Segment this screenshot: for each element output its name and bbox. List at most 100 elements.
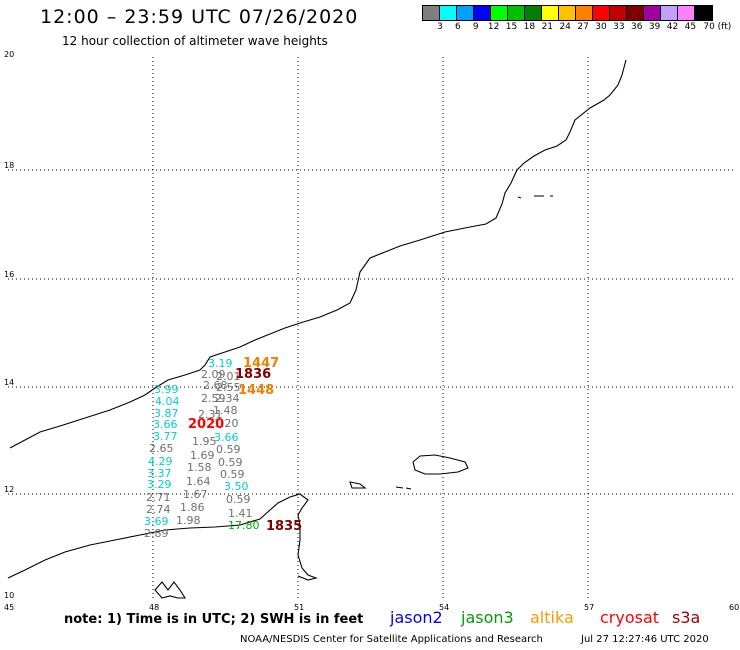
wave-height-label: 3.77 [153, 430, 178, 443]
color-legend-labels: 3 6 9 12 15 18 21 24 27 30 33 36 39 42 45 70 (ft) [422, 22, 737, 32]
legend-label: 3 [437, 22, 443, 32]
wave-height-label: 1.69 [190, 449, 215, 462]
coastline-islands-north [517, 195, 553, 199]
wave-height-label: 0.59 [226, 493, 251, 506]
wave-height-label: 1.20 [214, 417, 239, 430]
legend-label: 36 [631, 22, 643, 32]
wave-height-label: 1.98 [176, 514, 201, 527]
pass-time-label: 2020 [188, 417, 224, 432]
wave-height-label: 3.87 [154, 407, 179, 420]
latitude-label: 18 [4, 161, 14, 170]
coastline-djibouti-gulf [154, 581, 186, 599]
legend-swatch [661, 6, 678, 20]
legend-swatch [457, 6, 474, 20]
legend-swatch [559, 6, 576, 20]
latitude-label: 12 [4, 485, 14, 494]
satellite-jason2: jason2 [390, 608, 443, 627]
pass-time-label: 1448 [238, 383, 274, 398]
legend-label: 70 (ft) [703, 22, 732, 32]
coastline-abd-al-kuri [349, 481, 367, 489]
wave-height-label: 2.34 [215, 392, 240, 405]
wave-height-label: 0.59 [216, 443, 241, 456]
legend-label: 27 [577, 22, 589, 32]
wave-height-label: 2.71 [146, 491, 171, 504]
wave-height-label: 2.65 [149, 442, 174, 455]
legend-swatch [423, 6, 440, 20]
wave-height-label: 1.58 [187, 461, 212, 474]
longitude-label: 57 [584, 603, 594, 612]
wave-height-label: 4.29 [148, 455, 173, 468]
legend-label: 9 [472, 22, 479, 32]
longitude-label: 54 [439, 603, 449, 612]
latitude-label: 10 [4, 591, 14, 600]
wave-height-label: 3.66 [214, 431, 239, 444]
legend-swatch [576, 6, 593, 20]
wave-height-label: 0.59 [218, 456, 243, 469]
legend-label: 39 [648, 22, 661, 32]
wave-height-label: 2.55 [216, 381, 241, 394]
wave-height-label: 1.64 [186, 475, 211, 488]
satellite-s3a: s3a [672, 608, 701, 627]
observation-labels: 3.192.092.012.682.552.592.341.482.311.20… [144, 356, 302, 540]
coastline-socotra [412, 454, 469, 475]
legend-label: 15 [505, 22, 518, 32]
wave-height-label: 0.59 [220, 468, 245, 481]
legend-swatch [542, 6, 559, 20]
wave-height-label: 1.41 [228, 507, 253, 520]
legend-swatch [593, 6, 610, 20]
pass-time-label: 1836 [235, 367, 271, 382]
satellite-cryosat: cryosat [600, 608, 660, 627]
legend-swatch [644, 6, 661, 20]
wave-height-label: 2.31 [198, 408, 223, 421]
wave-height-label: 2.68 [203, 379, 228, 392]
wave-height-label: 1.67 [183, 488, 208, 501]
wave-height-label: 17.80 [228, 519, 260, 532]
legend-label: 45 [684, 22, 697, 32]
legend-swatch [678, 6, 695, 20]
wave-height-label: 3.37 [147, 467, 172, 480]
legend-label: 30 [595, 22, 607, 32]
legend-label: 18 [523, 22, 536, 32]
legend-label: 33 [613, 22, 625, 32]
axis-labels: 20 18 16 14 12 10 45 48 51 54 57 60 [4, 50, 739, 612]
map-subtitle: 12 hour collection of altimeter wave hei… [62, 34, 328, 48]
legend-swatch [525, 6, 542, 20]
coastline [7, 59, 627, 599]
legend-swatch [508, 6, 525, 20]
wave-height-label: 1.48 [213, 404, 238, 417]
wave-height-label: 2.59 [201, 392, 226, 405]
satellite-jason3: jason3 [461, 608, 514, 627]
wave-height-label: 2.09 [201, 368, 226, 381]
legend-label: 12 [487, 22, 500, 32]
wave-height-label: 3.66 [153, 418, 178, 431]
legend-label: 24 [559, 22, 571, 32]
legend-swatch [440, 6, 457, 20]
wave-height-label: 2.89 [144, 527, 169, 540]
map-title: 12:00 – 23:59 UTC 07/26/2020 [40, 6, 359, 28]
latitude-label: 20 [4, 50, 14, 59]
legend-label: 21 [541, 22, 554, 32]
coastline-arabia [9, 59, 627, 449]
longitude-label: 48 [149, 603, 159, 612]
coastline-africa [7, 493, 318, 581]
wave-height-label: 2.74 [146, 503, 171, 516]
coastline-brothers [395, 486, 412, 490]
wave-height-label: 3.29 [147, 478, 172, 491]
map-grid [8, 57, 733, 600]
legend-swatch [610, 6, 627, 20]
legend-swatch [627, 6, 644, 20]
wave-height-label: 3.99 [154, 383, 179, 396]
satellite-altika: altika [530, 608, 574, 627]
wave-height-label: 3.69 [144, 515, 169, 528]
legend-swatch [474, 6, 491, 20]
units-note: note: 1) Time is in UTC; 2) SWH is in fe… [64, 612, 364, 627]
longitude-label: 45 [4, 603, 14, 612]
pass-time-label: 1447 [243, 356, 279, 371]
legend-swatch [491, 6, 508, 20]
wave-height-label: 1.86 [180, 501, 205, 514]
wave-height-label: 2.01 [216, 370, 241, 383]
wave-height-label: 3.19 [208, 357, 233, 370]
generated-timestamp: Jul 27 12:27:46 UTC 2020 [581, 634, 709, 645]
wave-height-label: 1.95 [192, 435, 217, 448]
legend-label: 42 [666, 22, 679, 32]
